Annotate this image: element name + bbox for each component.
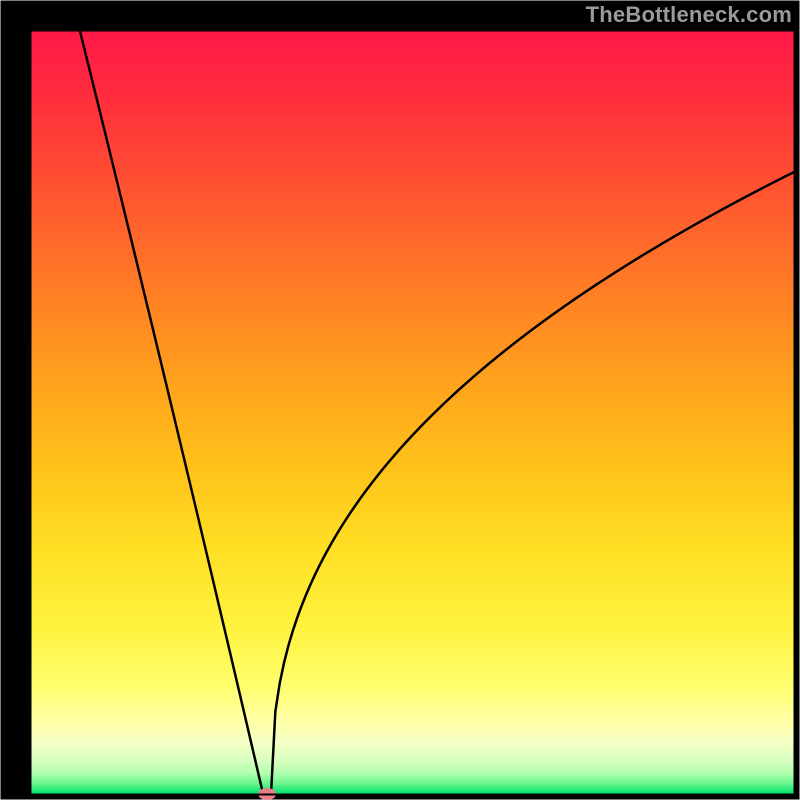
bottleneck-chart-svg bbox=[0, 0, 800, 800]
figure-container: TheBottleneck.com bbox=[0, 0, 800, 800]
gradient-plot-area bbox=[30, 30, 795, 795]
watermark-text: TheBottleneck.com bbox=[586, 2, 792, 28]
